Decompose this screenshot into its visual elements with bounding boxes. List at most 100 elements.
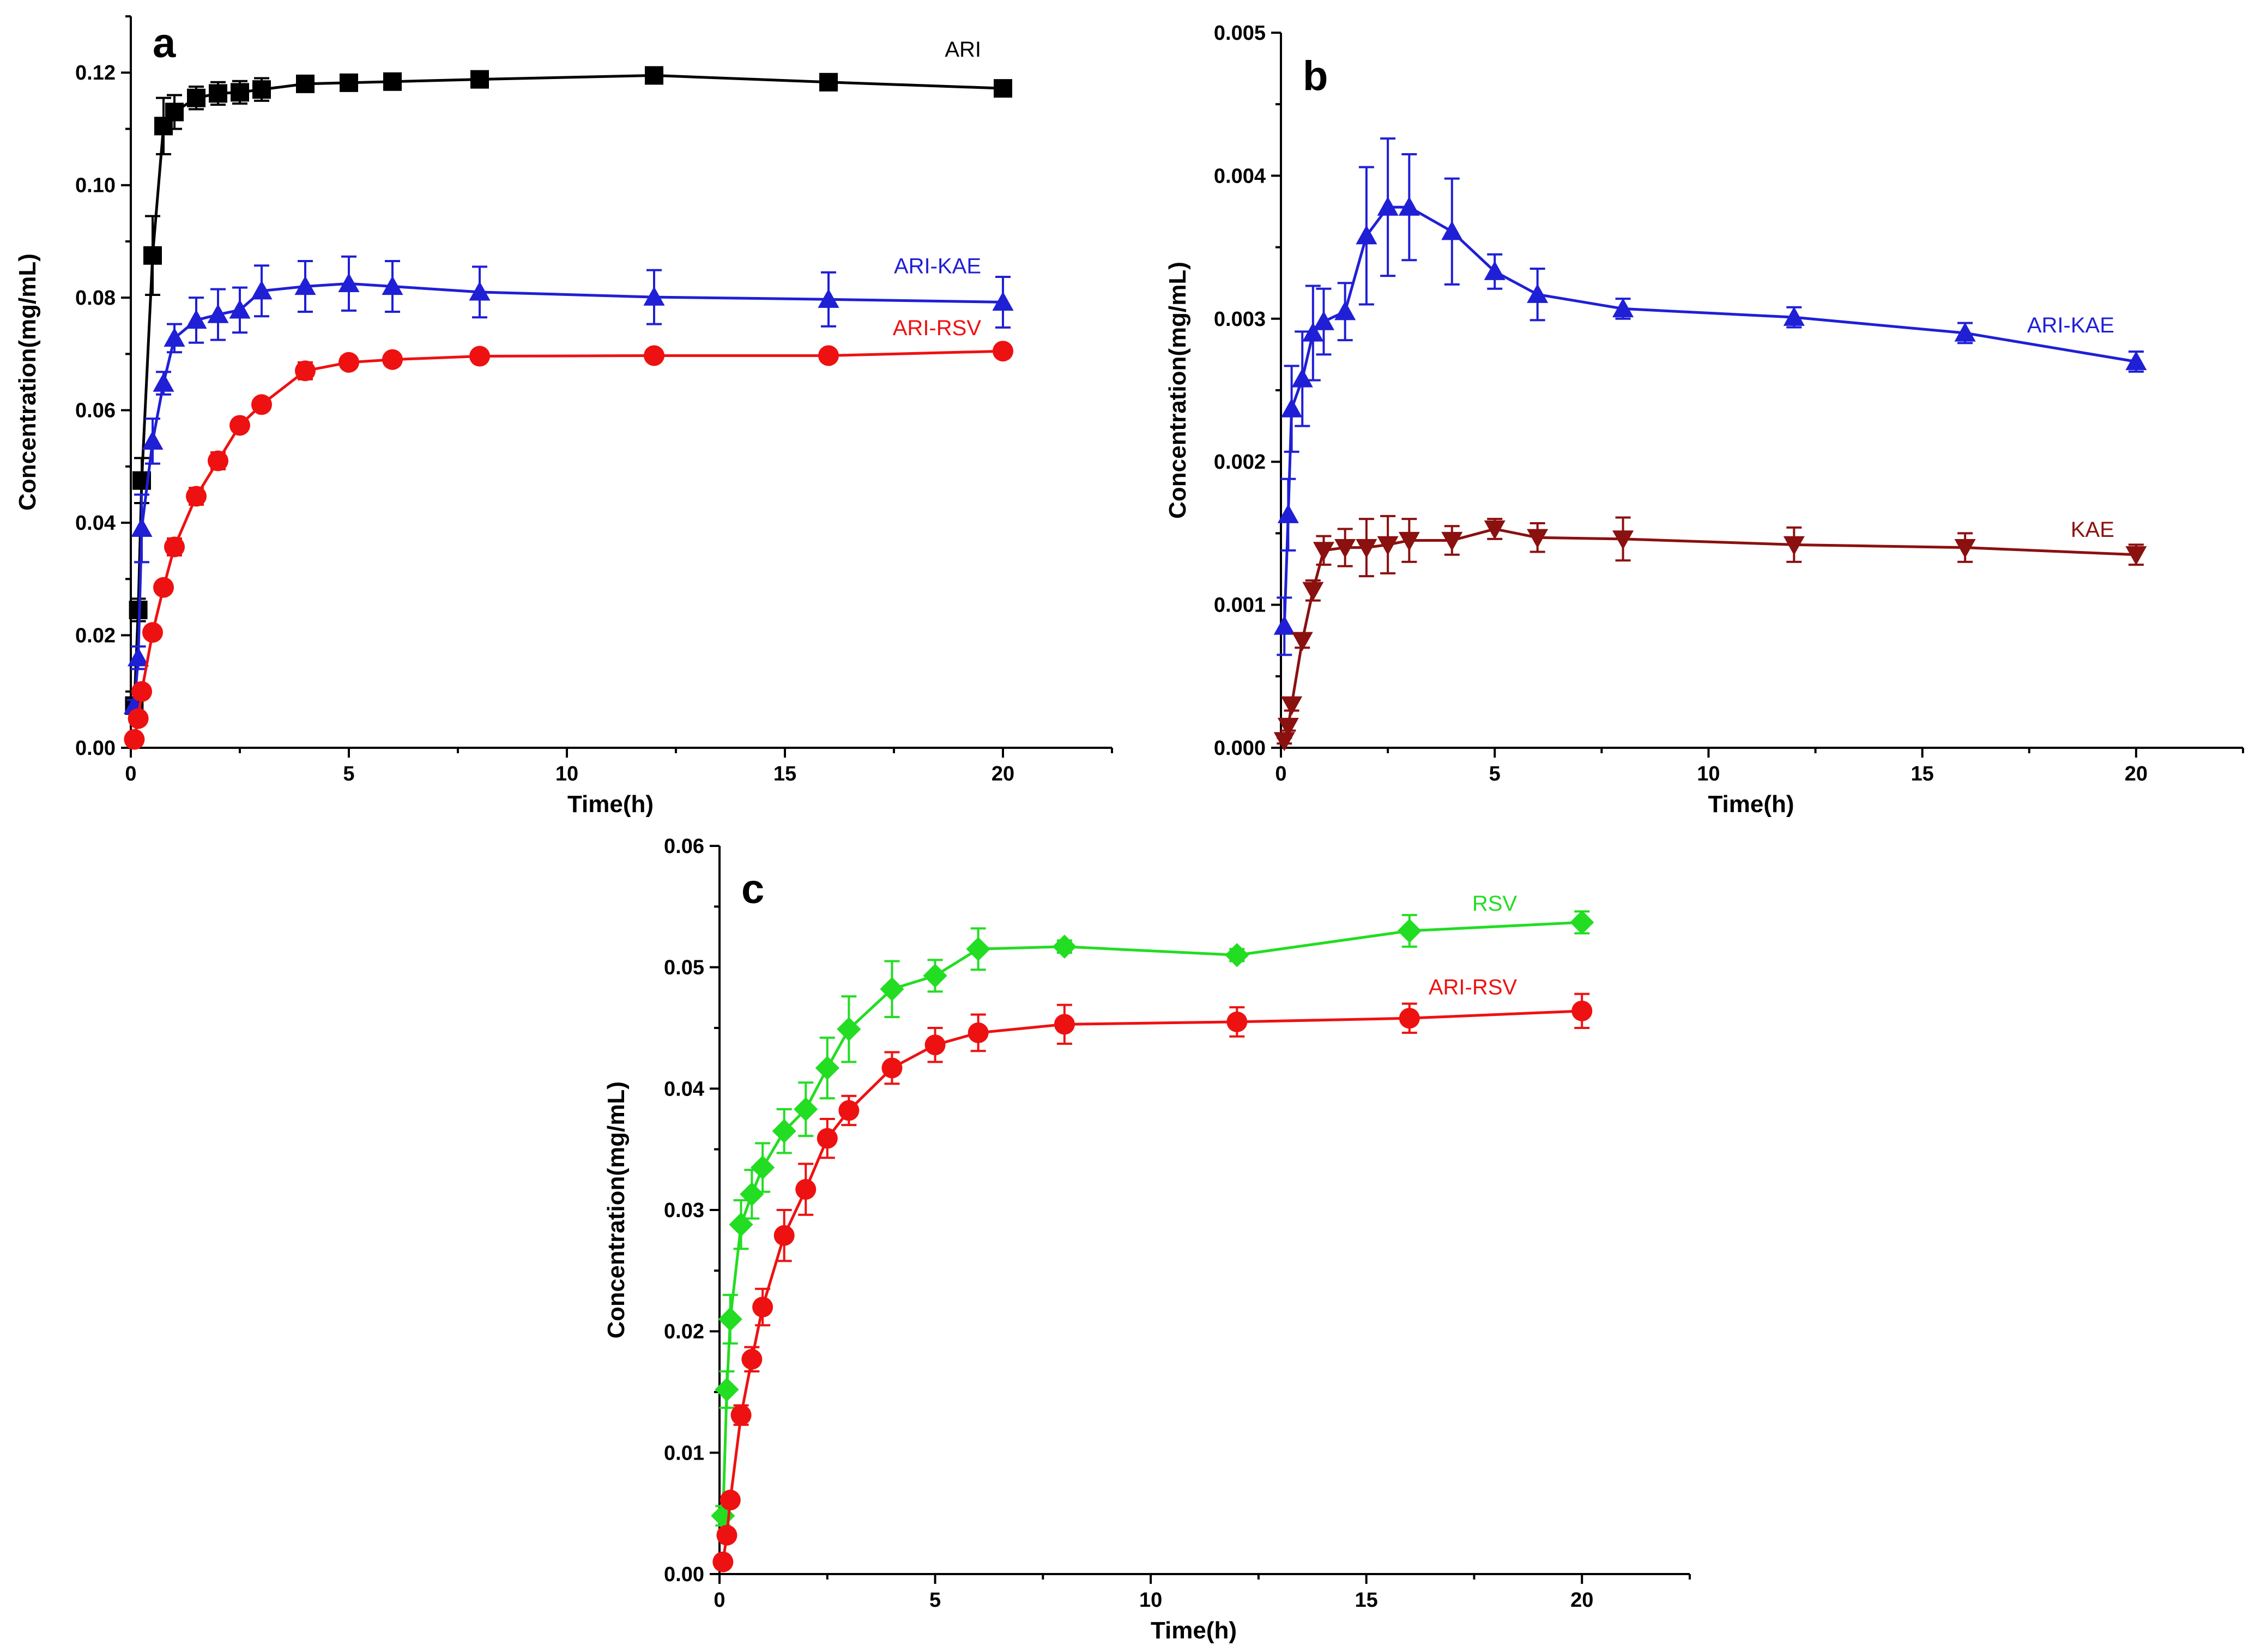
data-point <box>1377 196 1399 216</box>
y-tick-label: 0.08 <box>75 287 116 310</box>
data-point <box>1313 542 1334 561</box>
x-tick-label: 15 <box>1355 1589 1378 1612</box>
data-point <box>1484 520 1506 540</box>
data-point <box>142 430 164 450</box>
panel-letter: c <box>741 866 764 912</box>
series-rsv: RSV <box>711 892 1594 1528</box>
data-point <box>740 1182 764 1207</box>
data-point <box>1313 311 1334 330</box>
data-point <box>231 83 249 102</box>
data-point <box>993 341 1013 362</box>
chart-panel-b: 0 5 10 15 20 0.000 0.001 0.002 0.003 0.004 0.005 Ti… <box>1164 22 2244 818</box>
data-point <box>772 1119 796 1143</box>
x-tick-label: 5 <box>1489 763 1501 785</box>
y-tick-label: 0.00 <box>75 737 116 760</box>
data-point <box>383 72 402 91</box>
x-tick-label: 10 <box>1697 763 1720 785</box>
data-point <box>818 345 839 366</box>
data-point <box>880 977 904 1001</box>
x-tick-label: 5 <box>929 1589 941 1612</box>
data-point <box>1226 1011 1248 1032</box>
data-point <box>1398 196 1420 216</box>
panel-letter: b <box>1303 53 1328 99</box>
data-point <box>1054 1014 1075 1035</box>
data-point <box>469 346 490 367</box>
data-point <box>773 1225 795 1246</box>
y-tick-label: 0.002 <box>1214 451 1266 474</box>
data-point <box>1527 529 1549 548</box>
data-point <box>794 1097 818 1122</box>
data-point <box>1334 301 1356 320</box>
data-point <box>131 681 152 702</box>
data-point <box>251 394 272 415</box>
data-point <box>2125 350 2147 371</box>
series-line <box>721 1009 1582 1563</box>
data-point <box>296 74 315 93</box>
data-point <box>1273 732 1295 752</box>
data-point <box>164 536 185 558</box>
y-tick-label: 0.03 <box>664 1199 704 1222</box>
series-ari-kae: ARI-KAE <box>1273 137 2147 656</box>
data-point <box>207 304 229 323</box>
y-axis-title: Concentration(mg/mL) <box>603 1081 630 1339</box>
data-point <box>819 72 838 92</box>
data-point <box>837 1017 861 1042</box>
data-point <box>1783 536 1805 555</box>
chart-panel-a: 0 5 10 15 20 0.00 0.02 0.04 0.06 0.08 0.10 0.12 Time… <box>14 15 1113 818</box>
data-point <box>469 281 491 301</box>
x-tick-label: 20 <box>1570 1589 1593 1612</box>
data-point <box>818 288 839 308</box>
series-ari-rsv: ARI-RSV <box>124 316 1013 750</box>
data-point <box>187 88 205 107</box>
data-point <box>815 1056 839 1080</box>
data-point <box>131 517 153 537</box>
y-tick-label: 0.10 <box>75 174 116 197</box>
data-point <box>730 1405 752 1426</box>
y-tick-label: 0.02 <box>75 625 116 648</box>
data-point <box>1334 539 1356 559</box>
series-kae: KAE <box>1273 515 2147 752</box>
data-point <box>1291 368 1313 388</box>
x-tick-label: 0 <box>125 763 136 785</box>
data-point <box>1281 398 1303 417</box>
data-point <box>994 79 1012 98</box>
data-point <box>229 415 250 436</box>
y-tick-label: 0.04 <box>664 1078 704 1100</box>
data-point <box>644 345 664 366</box>
data-point <box>1570 910 1594 935</box>
data-point <box>1273 615 1295 635</box>
data-point <box>252 80 271 99</box>
data-point <box>751 1155 775 1180</box>
series-line <box>721 921 1582 1516</box>
series-line <box>132 282 1003 706</box>
data-point <box>295 360 316 382</box>
y-axis-title: Concentration(mg/mL) <box>1164 262 1191 519</box>
series-label: ARI-KAE <box>2027 313 2114 337</box>
x-tick-label: 5 <box>343 763 354 785</box>
data-point <box>923 964 947 988</box>
panel-letter: a <box>153 20 176 66</box>
x-axis-title: Time(h) <box>1708 791 1794 818</box>
y-tick-label: 0.001 <box>1214 594 1266 617</box>
data-point <box>382 275 403 295</box>
x-axis-title: Time(h) <box>567 791 654 818</box>
data-point <box>968 1022 989 1043</box>
y-tick-label: 0.000 <box>1214 737 1266 760</box>
y-tick-label: 0.01 <box>664 1442 704 1465</box>
data-point <box>1377 536 1399 555</box>
data-point <box>1277 718 1299 737</box>
x-tick-label: 10 <box>1139 1589 1162 1612</box>
data-point <box>153 577 174 598</box>
data-point <box>795 1179 817 1200</box>
data-point <box>124 729 145 750</box>
data-point <box>128 708 149 729</box>
data-point <box>1052 934 1077 959</box>
data-point <box>153 372 174 392</box>
chart-panel-c: 0 5 10 15 20 0.00 0.01 0.02 0.03 0.04 0.05 0.06 Time… <box>603 835 1691 1644</box>
data-point <box>838 1100 860 1121</box>
x-tick-label: 20 <box>992 763 1014 785</box>
data-point <box>382 349 403 370</box>
data-point <box>1291 632 1313 651</box>
data-point <box>209 84 227 103</box>
